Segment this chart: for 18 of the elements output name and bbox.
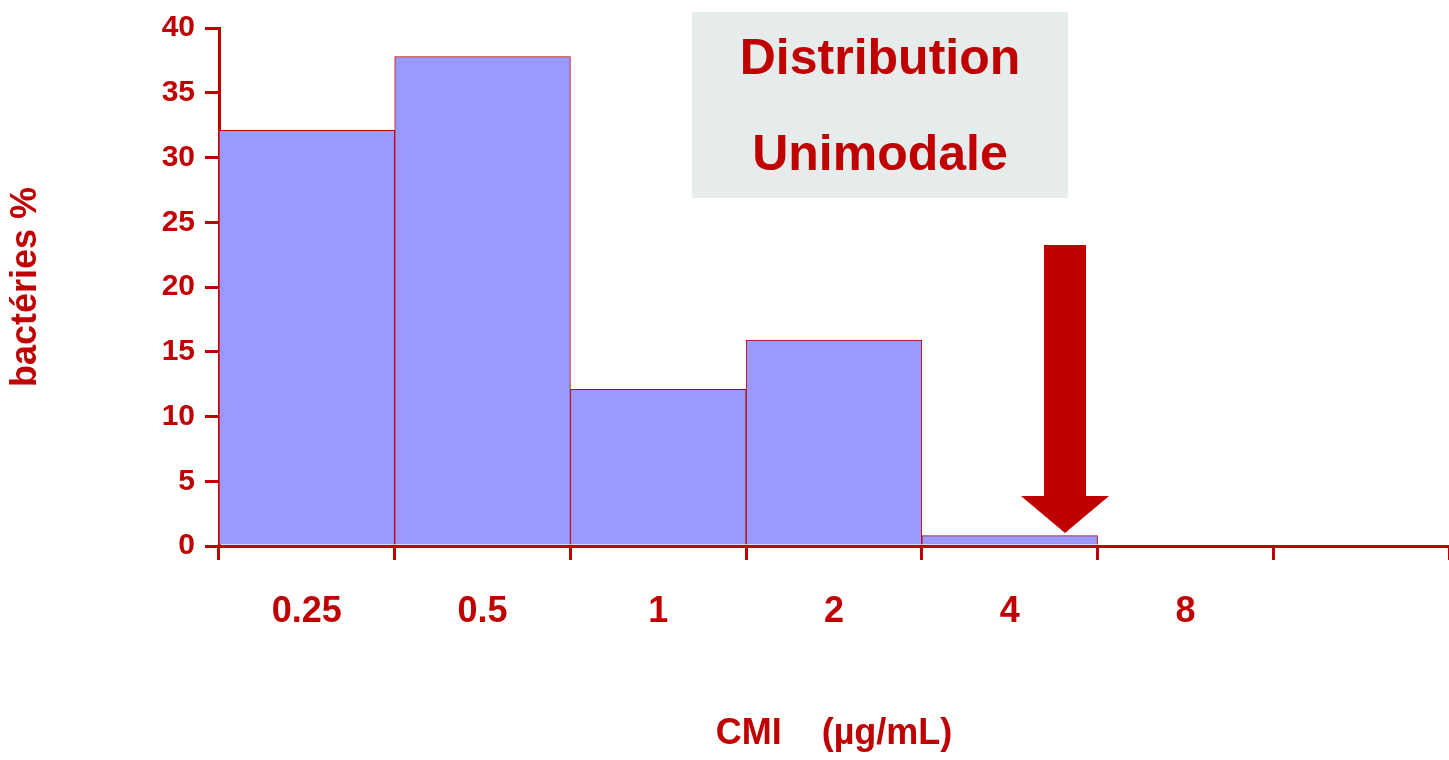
y-tick-label: 0 — [178, 527, 195, 561]
x-axis-title: CMI (µg/mL) — [715, 711, 953, 753]
y-tick-label: 30 — [161, 138, 195, 172]
y-tick-label: 15 — [161, 333, 195, 367]
x-tick-label: 2 — [823, 588, 845, 630]
y-tick-label: 25 — [161, 203, 195, 237]
y-tick-label: 20 — [161, 268, 195, 302]
y-axis-title: bactéries % — [2, 186, 44, 388]
y-tick-label: 40 — [161, 9, 195, 43]
y-tick-label: 10 — [161, 397, 195, 431]
y-tick-label: 5 — [178, 462, 195, 496]
x-tick-label: 0.5 — [457, 588, 508, 630]
x-tick-label: 8 — [1175, 588, 1196, 630]
x-tick-label: 4 — [999, 588, 1020, 630]
x-tick-label: 1 — [648, 588, 669, 630]
text: Distribution Unimodale — [692, 12, 1068, 198]
y-tick-label: 35 — [161, 74, 195, 108]
x-tick-label: 0.25 — [271, 588, 342, 630]
